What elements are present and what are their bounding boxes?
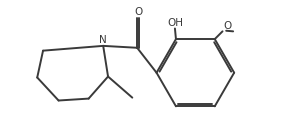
Text: N: N bbox=[99, 35, 107, 45]
Text: OH: OH bbox=[167, 18, 183, 28]
Text: O: O bbox=[134, 7, 142, 17]
Text: O: O bbox=[223, 21, 231, 31]
